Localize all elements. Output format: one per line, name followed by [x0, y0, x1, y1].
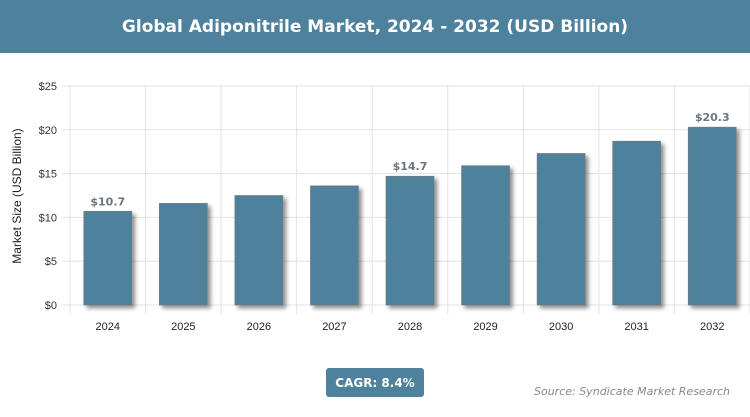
x-tick-label: 2030	[549, 321, 573, 333]
bar-2028	[385, 175, 435, 306]
y-tick-label: $5	[45, 256, 57, 268]
bar-2029	[461, 165, 510, 306]
chart-title: Global Adiponitrile Market, 2024 - 2032 …	[0, 0, 750, 53]
x-tick-label: 2027	[322, 321, 346, 333]
data-label: $20.3	[695, 111, 730, 124]
y-tick-label: $10	[39, 212, 57, 224]
y-tick-label: $25	[39, 81, 57, 93]
x-tick-label: 2025	[171, 321, 195, 333]
cagr-badge: CAGR: 8.4%	[326, 368, 424, 397]
bar-2032	[687, 126, 737, 306]
data-label: $10.7	[90, 195, 125, 208]
source-note: Source: Syndicate Market Research	[534, 385, 730, 398]
bar-2027	[310, 185, 359, 306]
y-tick-label: $0	[45, 300, 57, 312]
bar-2024	[83, 210, 133, 306]
bar-2026	[234, 195, 284, 306]
x-tick-label: 2028	[398, 321, 422, 333]
x-tick-label: 2024	[96, 321, 120, 333]
bar-2031	[612, 140, 661, 306]
x-tick-label: 2031	[624, 321, 648, 333]
y-tick-label: $20	[39, 125, 57, 137]
y-axis-label: Market Size (USD Billion)	[10, 128, 24, 263]
x-tick-label: 2029	[473, 321, 497, 333]
x-tick-label: 2026	[247, 321, 271, 333]
bar-2025	[159, 203, 208, 306]
bar-2030	[536, 153, 586, 306]
x-tick-label: 2032	[700, 321, 724, 333]
y-tick-label: $15	[39, 169, 57, 181]
data-label: $14.7	[393, 160, 428, 173]
